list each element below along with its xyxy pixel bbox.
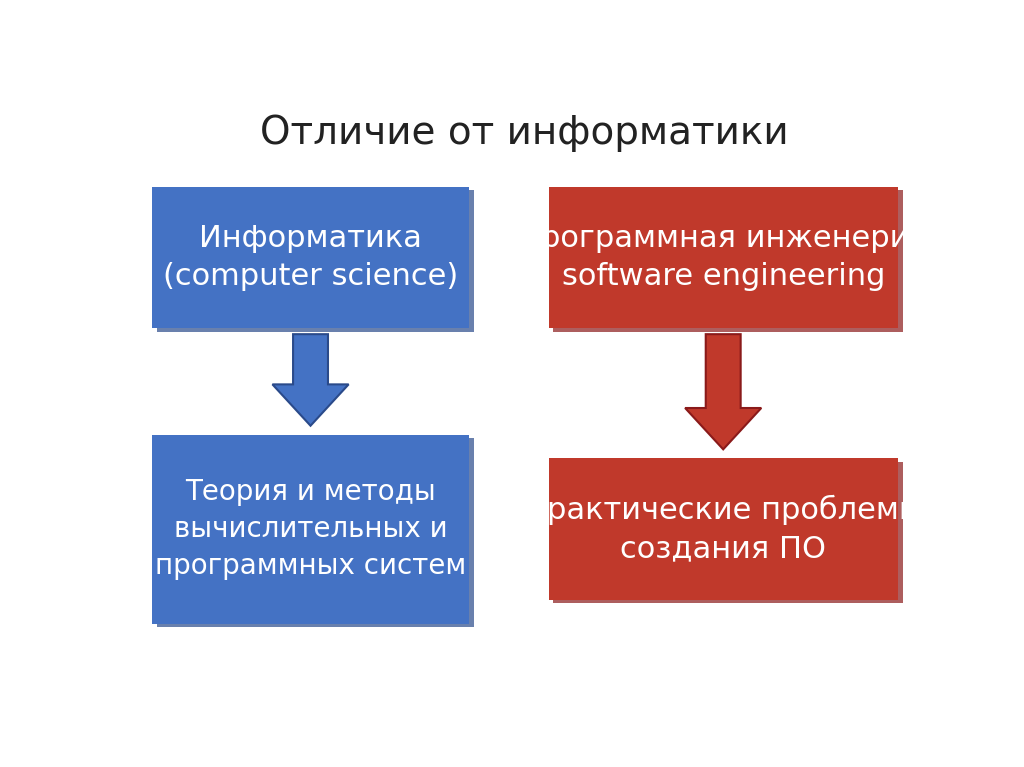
Text: Практические проблемы
создания ПО: Практические проблемы создания ПО (523, 495, 923, 563)
FancyBboxPatch shape (553, 190, 902, 332)
Text: Теория и методы
вычислительных и
программных систем: Теория и методы вычислительных и програм… (155, 479, 466, 580)
FancyBboxPatch shape (553, 462, 902, 604)
FancyBboxPatch shape (152, 435, 469, 624)
Text: Информатика
(computer science): Информатика (computer science) (163, 224, 458, 291)
Polygon shape (685, 334, 761, 449)
FancyBboxPatch shape (549, 458, 898, 600)
FancyBboxPatch shape (157, 190, 474, 332)
Text: Отличие от информатики: Отличие от информатики (260, 114, 790, 153)
FancyBboxPatch shape (157, 438, 474, 627)
FancyBboxPatch shape (549, 186, 898, 328)
Text: Программная инженерия
software engineering: Программная инженерия software engineeri… (518, 224, 928, 291)
FancyBboxPatch shape (152, 186, 469, 328)
Polygon shape (272, 334, 348, 426)
